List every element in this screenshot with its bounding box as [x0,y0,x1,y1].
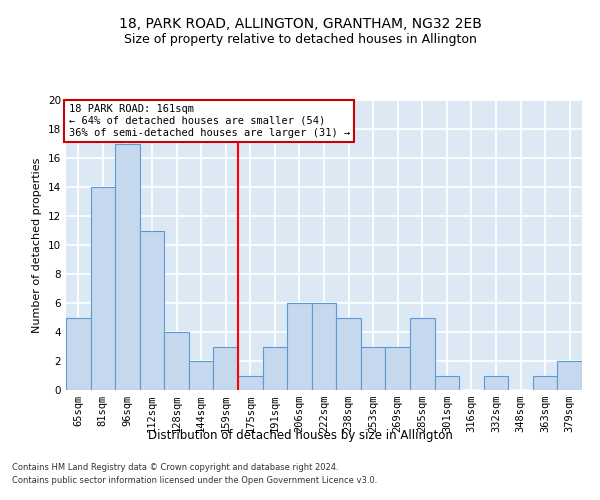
Bar [336,318,361,390]
Text: Size of property relative to detached houses in Allington: Size of property relative to detached ho… [124,32,476,46]
Bar [385,346,410,390]
Bar [557,361,582,390]
Bar [533,376,557,390]
Text: Contains HM Land Registry data © Crown copyright and database right 2024.: Contains HM Land Registry data © Crown c… [12,464,338,472]
Bar [263,346,287,390]
Text: Contains public sector information licensed under the Open Government Licence v3: Contains public sector information licen… [12,476,377,485]
Bar [66,318,91,390]
Bar [164,332,189,390]
Bar [115,144,140,390]
Bar [140,230,164,390]
Text: 18, PARK ROAD, ALLINGTON, GRANTHAM, NG32 2EB: 18, PARK ROAD, ALLINGTON, GRANTHAM, NG32… [119,18,481,32]
Bar [361,346,385,390]
Bar [214,346,238,390]
Bar [484,376,508,390]
Bar [189,361,214,390]
Bar [312,303,336,390]
Text: Distribution of detached houses by size in Allington: Distribution of detached houses by size … [148,428,452,442]
Bar [287,303,312,390]
Bar [238,376,263,390]
Y-axis label: Number of detached properties: Number of detached properties [32,158,43,332]
Text: 18 PARK ROAD: 161sqm
← 64% of detached houses are smaller (54)
36% of semi-detac: 18 PARK ROAD: 161sqm ← 64% of detached h… [68,104,350,138]
Bar [434,376,459,390]
Bar [91,187,115,390]
Bar [410,318,434,390]
